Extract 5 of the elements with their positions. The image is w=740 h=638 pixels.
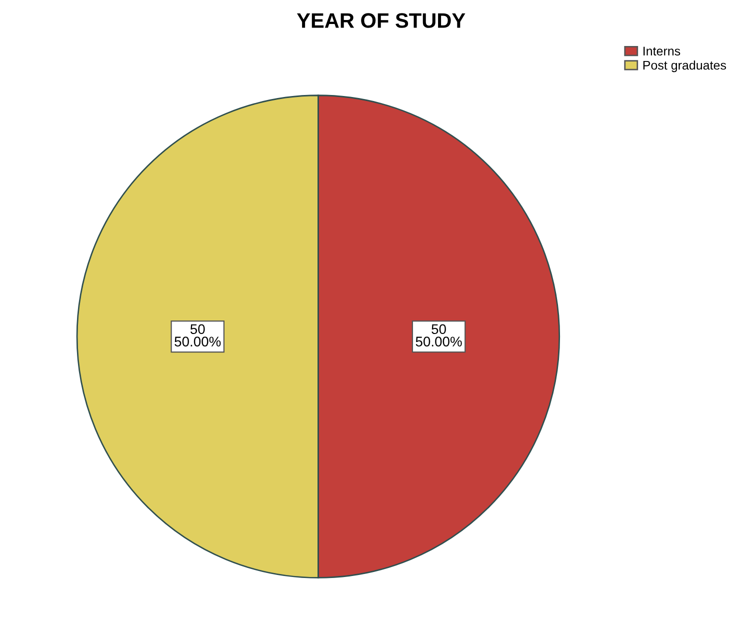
legend-label: Interns bbox=[644, 46, 680, 56]
data-label: 50 50.00% bbox=[174, 324, 221, 346]
legend-label: Post graduates bbox=[643, 60, 726, 72]
chart-title: YEAR OF STUDY bbox=[296, 13, 466, 28]
data-label: 50 50.00% bbox=[416, 324, 462, 346]
